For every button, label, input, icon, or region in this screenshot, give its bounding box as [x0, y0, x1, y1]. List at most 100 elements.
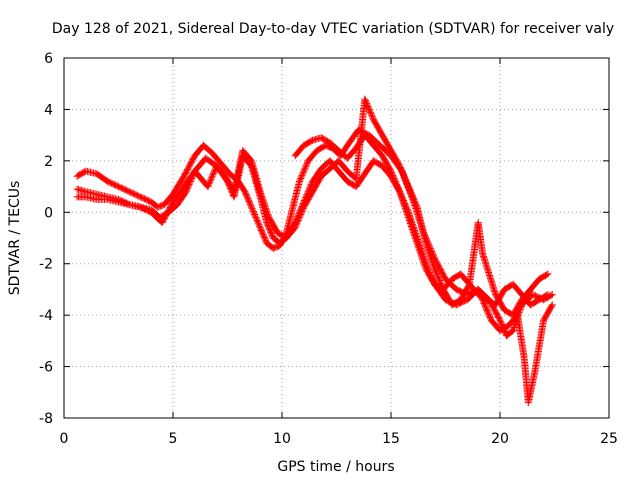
data-point [300, 167, 308, 175]
y-tick-label: -2 [39, 257, 53, 273]
data-point [250, 209, 258, 217]
data-point [432, 268, 440, 276]
y-tick-label: -4 [39, 308, 53, 324]
data-point [403, 180, 411, 188]
data-point [207, 175, 215, 183]
data-point [292, 222, 300, 230]
data-point [413, 202, 420, 210]
data-point [413, 238, 421, 246]
data-point [401, 203, 409, 211]
data-point [388, 170, 396, 178]
data-point [404, 213, 412, 221]
data-point [404, 183, 412, 191]
x-tick-label: 5 [169, 431, 178, 447]
data-point [296, 212, 304, 220]
data-point [401, 175, 409, 183]
data-point [396, 164, 404, 171]
data-point [408, 191, 416, 199]
chart-title: Day 128 of 2021, Sidereal Day-to-day VTE… [52, 21, 614, 37]
data-point [400, 171, 407, 179]
data-point [403, 178, 411, 186]
data-point [434, 274, 442, 282]
data-point [436, 278, 444, 286]
data-point [366, 108, 374, 116]
x-tick-label: 25 [600, 431, 618, 447]
data-point [208, 174, 216, 182]
data-point [262, 204, 270, 212]
data-point [362, 98, 370, 106]
data-point [390, 173, 397, 181]
data-point [256, 222, 264, 230]
data-point [544, 270, 552, 278]
data-point [411, 197, 419, 205]
data-point [393, 182, 401, 190]
plot-frame [63, 57, 610, 419]
data-point [410, 196, 418, 204]
data-point [389, 172, 397, 180]
y-tick-label: -8 [39, 411, 53, 427]
y-tick-label: 4 [44, 102, 53, 118]
data-point [400, 172, 408, 180]
data-point [396, 162, 404, 170]
data-point [206, 177, 214, 185]
data-point [293, 219, 301, 227]
data-point [365, 105, 373, 113]
data-point [253, 216, 261, 224]
data-point [255, 221, 263, 229]
data-point [544, 291, 552, 299]
data-point [397, 191, 405, 199]
x-tick-label: 20 [491, 431, 509, 447]
data-point [363, 100, 371, 108]
data-point [365, 104, 373, 112]
data-point [248, 203, 255, 211]
data-point [409, 193, 417, 201]
data-point [306, 183, 314, 191]
data-point [297, 211, 305, 218]
data-point [208, 172, 216, 180]
data-point [543, 291, 551, 299]
data-point [295, 213, 303, 221]
data-point [406, 187, 414, 195]
data-point [209, 171, 217, 179]
data-point [294, 218, 302, 226]
data-point [251, 212, 259, 220]
data-point [247, 202, 255, 210]
data-point [397, 165, 405, 173]
data-point [543, 271, 551, 279]
data-point [435, 275, 443, 283]
data-point [249, 206, 257, 214]
x-tick-labels: 0 5 10 15 20 25 [60, 431, 618, 447]
data-point [429, 259, 436, 267]
data-point [204, 183, 212, 191]
data-point [206, 178, 214, 186]
data-point [362, 97, 369, 105]
data-point [205, 180, 213, 188]
data-point [394, 183, 402, 191]
data-point [436, 277, 444, 285]
series-track-4 [291, 131, 552, 309]
data-point [548, 301, 556, 309]
data-point [248, 205, 256, 213]
data-point [205, 181, 212, 189]
data-point [406, 186, 414, 193]
data-point [431, 266, 439, 274]
data-point [431, 265, 439, 273]
data-point [391, 177, 399, 185]
data-point [258, 192, 266, 200]
data-point [433, 269, 440, 277]
data-point [395, 185, 402, 193]
data-point [300, 166, 308, 174]
data-point [548, 302, 556, 310]
data-point [398, 168, 406, 176]
data-point [390, 175, 398, 182]
data-point [294, 216, 302, 224]
data-point [251, 211, 259, 218]
data-point [367, 110, 375, 118]
data-point [434, 272, 442, 280]
data-point [210, 169, 217, 177]
data-point [399, 169, 407, 177]
data-point [393, 180, 401, 188]
x-axis-label: GPS time / hours [277, 459, 394, 475]
data-point [298, 208, 306, 216]
